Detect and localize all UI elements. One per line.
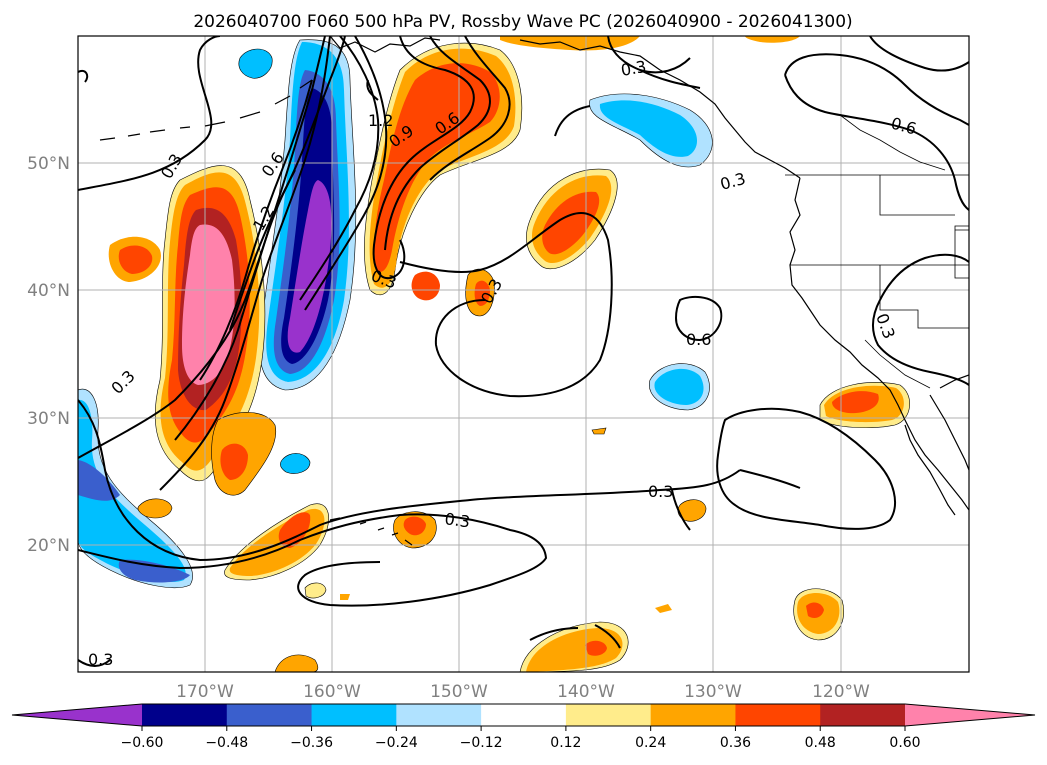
pos-fill-hi3 (304, 582, 327, 599)
pos-fill-138w (591, 427, 607, 435)
map-frame (77, 35, 970, 673)
pos-fill-ca-red (832, 391, 879, 414)
colorbar: −0.60 −0.48 −0.36 −0.24 −0.12 0.12 0.24 0.36 0.4… (11, 703, 1036, 751)
lat-label: 50°N (27, 154, 70, 174)
pos-fill-top-strip (500, 36, 640, 51)
pos-fill-top-strip2 (745, 36, 800, 43)
map-title: 2026040700 F060 500 hPa PV, Rossby Wave … (193, 12, 852, 32)
colorbar-tick-label: −0.60 (121, 735, 164, 751)
neg-fill-gulf-cyan (599, 100, 698, 157)
map-area: 0.3 0.3 0.6 1.2 1.2 0.9 0.6 0.3 0.3 0.3 … (77, 35, 970, 673)
colorbar-segment (142, 704, 228, 726)
borders (785, 114, 969, 389)
contour-label: 1.2 (368, 111, 393, 130)
pos-fill-west-small2 (118, 245, 153, 274)
colorbar-extend-min (12, 704, 142, 726)
pos-fill-hi4 (340, 594, 350, 600)
longitude-labels: 170°W 160°W 150°W 140°W 130°W 120°W (176, 682, 870, 702)
pos-fill-hi2-red (403, 516, 426, 536)
lon-label: 140°W (557, 682, 615, 702)
pos-fill-150w-red2 (411, 271, 440, 301)
colorbar-segment (481, 704, 567, 726)
neg-fill-purple (287, 180, 332, 353)
colorbar-segment (396, 704, 482, 726)
neg-fill-sw-cyan (78, 399, 186, 583)
colorbar-segment (565, 704, 652, 726)
lon-label: 120°W (812, 682, 870, 702)
lon-label: 160°W (303, 682, 361, 702)
neg-fill-topleft (238, 48, 273, 79)
lon-label: 170°W (176, 682, 234, 702)
pos-fill-sw1-red (220, 443, 248, 480)
neg-fill-sw-blue (78, 460, 190, 583)
pos-fill-135w-small (655, 604, 672, 613)
lon-label: 130°W (684, 682, 742, 702)
contour-label: 0.3 (443, 509, 471, 531)
colorbar-segment (311, 704, 397, 726)
colorbar-tick-label: −0.24 (375, 735, 418, 751)
neg-fill-blob-cyan (654, 368, 704, 405)
colorbar-tick-label: 0.36 (720, 735, 751, 751)
pv-contours (78, 36, 969, 667)
lat-label: 20°N (27, 536, 70, 556)
colorbar-tick-label: 0.48 (805, 735, 836, 751)
contour-label: 0.3 (88, 650, 113, 669)
colorbar-tick-label: 0.24 (635, 735, 666, 751)
colorbar-segment (820, 704, 906, 726)
contour-label: 0.6 (686, 330, 711, 349)
lon-label: 150°W (430, 682, 488, 702)
lat-label: 30°N (27, 409, 70, 429)
contour-label: 0.3 (648, 482, 673, 501)
pos-fill-bottom-orange (526, 628, 623, 672)
colorbar-tick-label: −0.12 (460, 735, 503, 751)
colorbar-tick-label: 0.60 (889, 735, 920, 751)
pos-fill-130w (677, 499, 707, 522)
colorbar-segment (735, 704, 821, 726)
pos-fill-120w-red (806, 602, 824, 618)
colorbar-tick-label: −0.48 (205, 735, 248, 751)
colorbar-extend-max (905, 704, 1035, 726)
neg-fill-small-hawaii (280, 453, 311, 474)
colorbar-segment (226, 704, 313, 726)
pos-fill-bottom-red (585, 640, 607, 656)
lat-label: 40°N (27, 281, 70, 301)
colorbar-tick-label: −0.36 (290, 735, 333, 751)
colorbar-tick-label: 0.12 (550, 735, 581, 751)
contour-label: 0.3 (619, 57, 647, 80)
colorbar-segment (650, 704, 736, 726)
latitude-labels: 50°N 40°N 30°N 20°N (27, 154, 70, 556)
pos-fill-hi1-red (278, 512, 311, 548)
pos-fill-145w-red (542, 191, 600, 255)
pos-fill-sw2 (137, 498, 173, 519)
